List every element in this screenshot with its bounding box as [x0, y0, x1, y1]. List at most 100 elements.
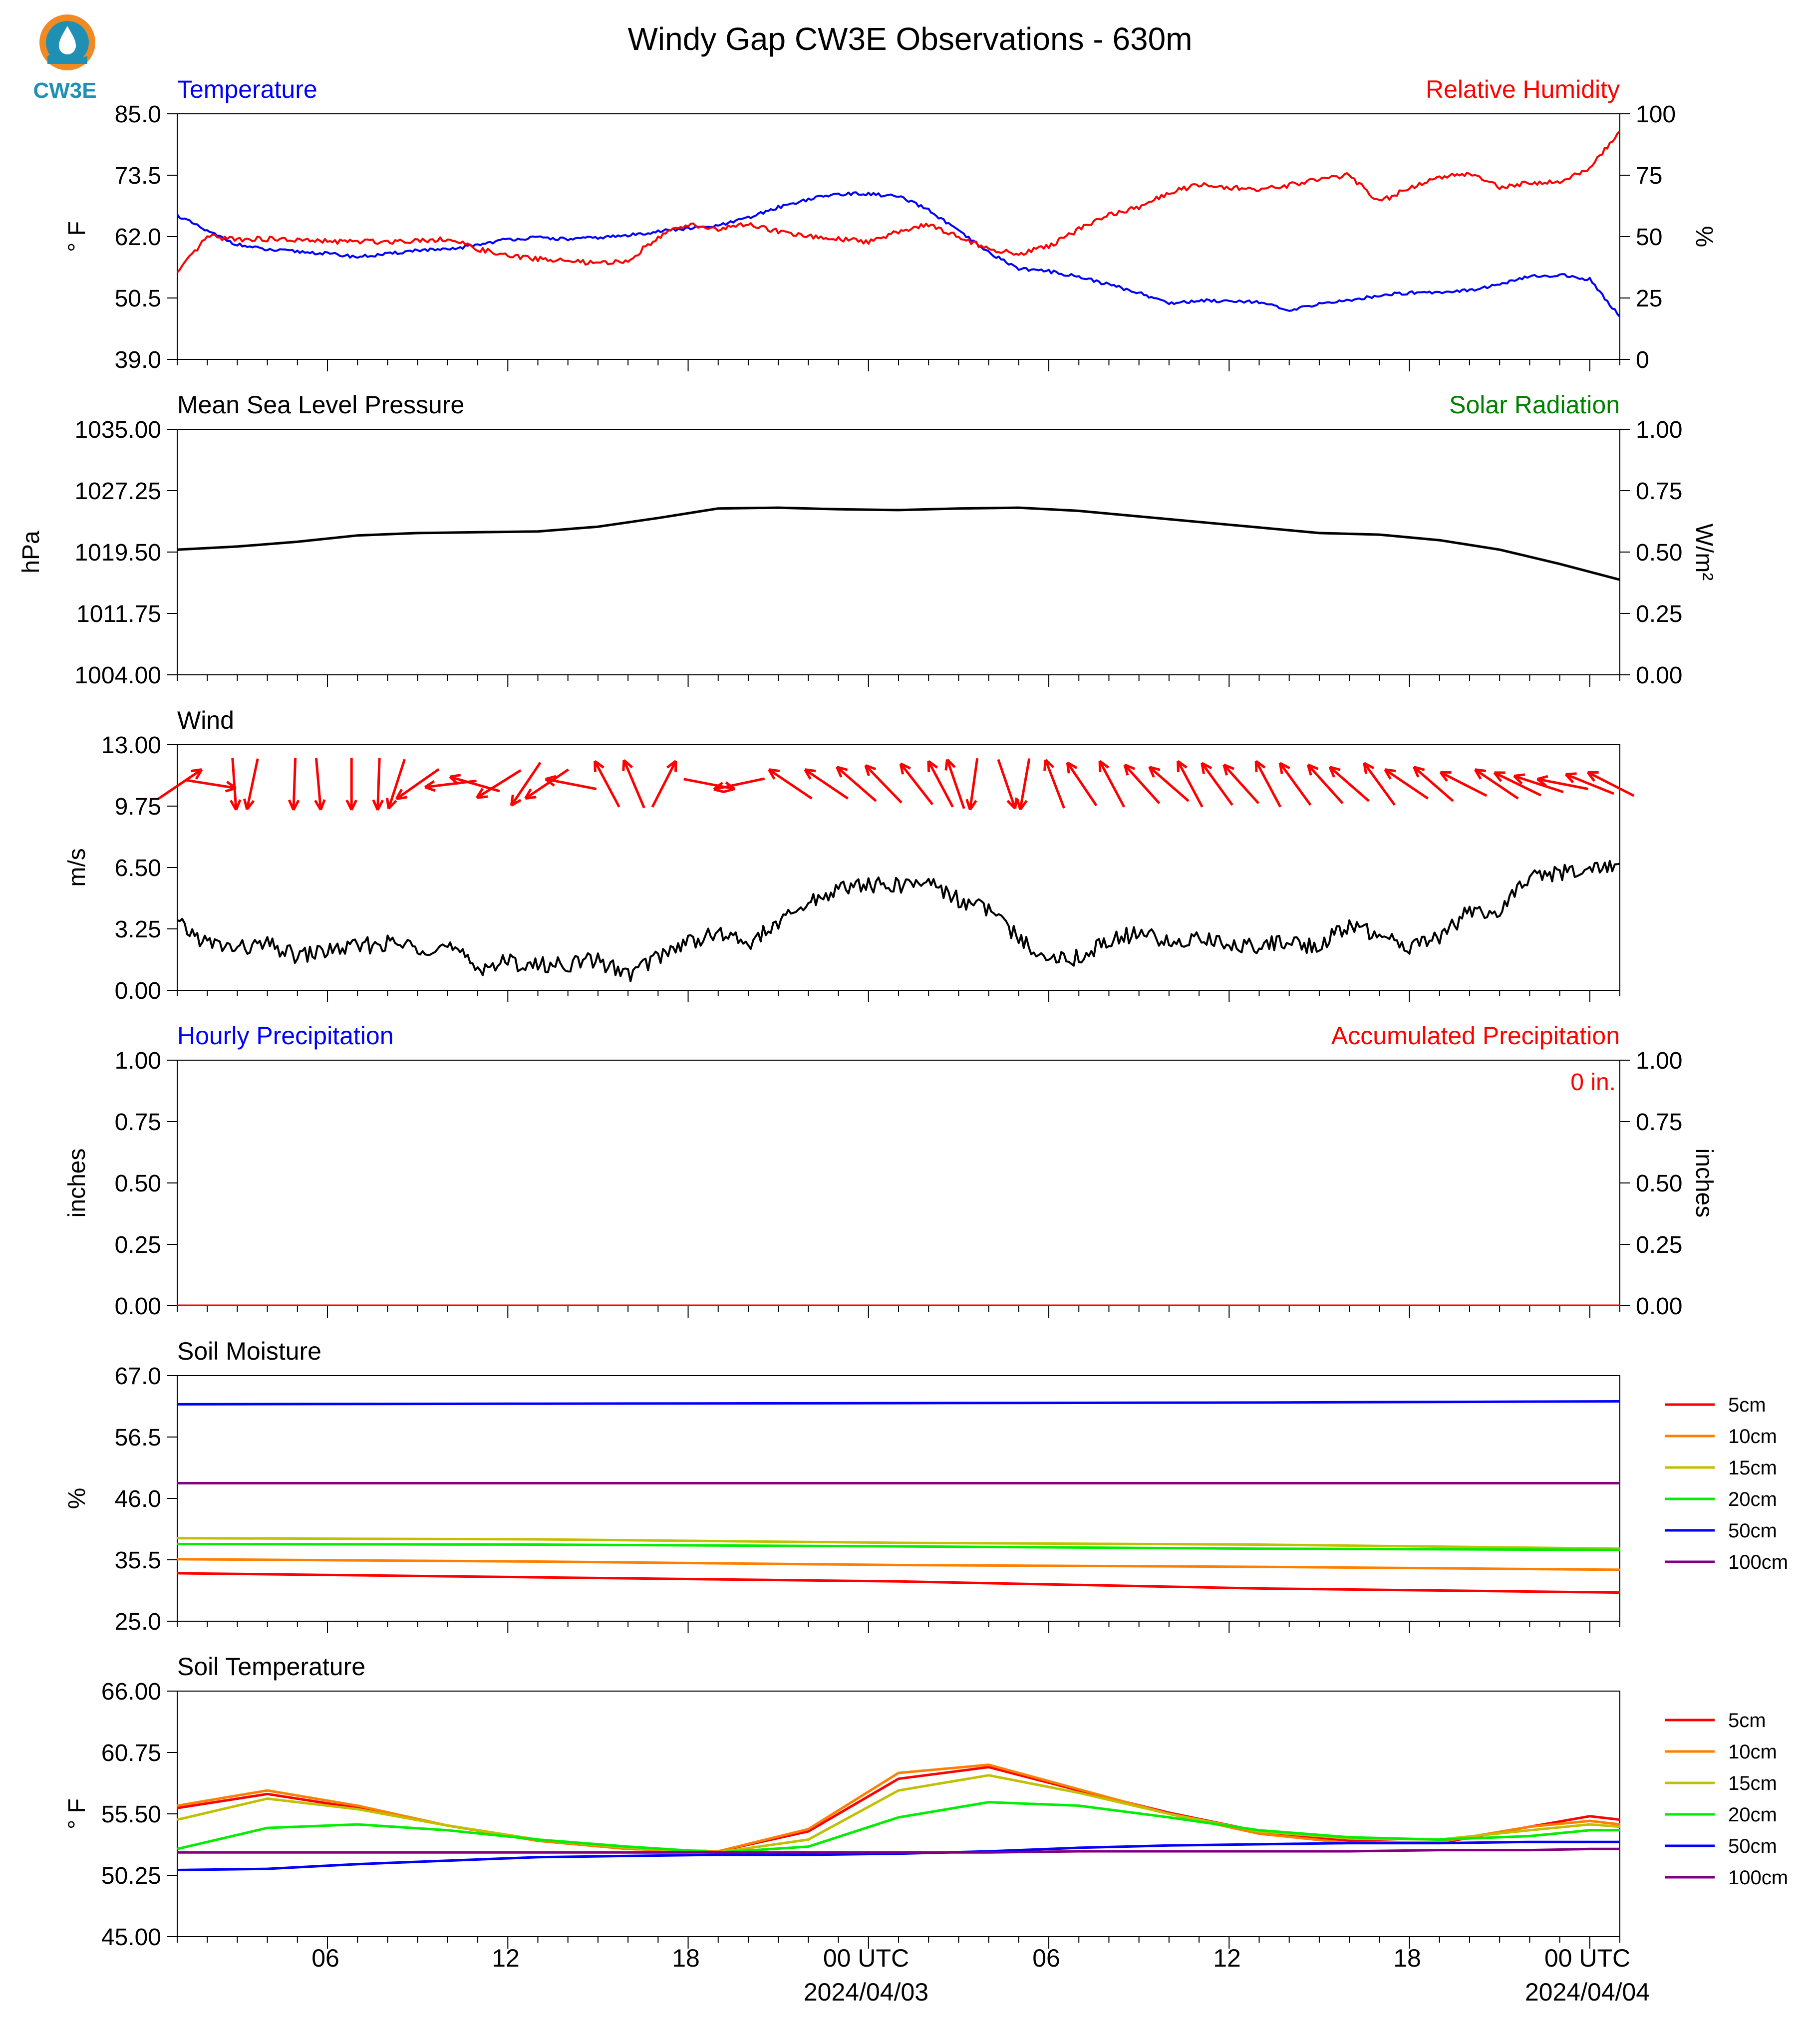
wind-arrow [395, 768, 440, 801]
y-tick-label: 50.5 [115, 286, 161, 312]
wind-arrow [1536, 775, 1589, 791]
y-tick-label: 1027.25 [74, 478, 161, 505]
panel-title-right: Solar Radiation [1449, 391, 1620, 419]
panel-soil_moisture: 67.0 56.5 46.0 35.5 25.0 Soil Moisture% 5cm 10c… [64, 1337, 1788, 1635]
series-line-mean-sea-level-pressure [177, 506, 1620, 581]
wind-arrow-head [190, 768, 203, 780]
wind-arrow [184, 779, 237, 793]
wind-arrow-head [243, 798, 255, 811]
wind-arrow-head [1586, 771, 1599, 782]
time-tick-label: 18 [672, 1944, 700, 1972]
time-tick-label: 18 [1393, 1944, 1421, 1972]
y-right-tick-label: 1.00 [1636, 417, 1682, 443]
y-right-axis-label: W/m² [1691, 524, 1717, 581]
date-label: 2024/04/04 [1525, 1978, 1650, 2006]
series-line-100cm [177, 1847, 1620, 1854]
y-tick-label: 1004.00 [74, 662, 161, 689]
wind-arrow [1384, 768, 1429, 800]
legend: 5cm 10cm 15cm 20cm 50cm 100cm [1665, 1394, 1788, 1573]
wind-arrow-head [836, 766, 848, 778]
panel-frame [177, 113, 1620, 360]
y-tick-label: 25.0 [115, 1609, 161, 1635]
y-right-tick-label: 0.50 [1636, 1170, 1682, 1197]
wind-arrow-head [944, 758, 956, 771]
y-tick-label: 56.5 [115, 1425, 161, 1451]
logo-text: CW3E [33, 78, 96, 103]
series-line-20cm [177, 1801, 1620, 1854]
logo-wave [47, 54, 87, 64]
panel-frame [177, 1060, 1620, 1306]
panels: 85.0 73.5 62.0 50.5 39.0 100 75 50 25 0 Temperatur… [18, 75, 1788, 1951]
wind-arrow-head [1123, 763, 1136, 776]
wind-arrow [997, 759, 1018, 810]
wind-arrow [476, 769, 522, 799]
wind-arrow [836, 766, 877, 802]
legend-label: 20cm [1728, 1488, 1777, 1510]
cw3e-logo: CW3E [33, 14, 97, 103]
wind-arrow-head [1201, 762, 1213, 774]
series-line-5cm [177, 1572, 1620, 1594]
panel-frame [177, 1375, 1620, 1622]
y-axis-label: ° F [64, 221, 90, 252]
wind-arrow-head [372, 799, 384, 811]
y-axis-label: % [64, 1488, 90, 1509]
y-tick-label: 6.50 [115, 855, 161, 881]
panel-temp_rh: 85.0 73.5 62.0 50.5 39.0 100 75 50 25 0 Temperatur… [64, 75, 1717, 373]
panel-title-right: Relative Humidity [1426, 75, 1620, 103]
legend-label: 100cm [1728, 1867, 1788, 1889]
wind-arrow-head [545, 775, 557, 787]
wind-arrow-head [1177, 760, 1188, 772]
wind-arrow-head [314, 799, 326, 811]
wind-arrow-head [229, 799, 242, 811]
legend: 5cm 10cm 15cm 20cm 50cm 100cm [1665, 1710, 1788, 1889]
wind-arrow-head [524, 788, 537, 800]
wind-arrow-head [385, 798, 397, 810]
wind-arrow-head [1016, 799, 1028, 811]
y-tick-label: 0.00 [115, 978, 161, 1004]
wind-arrow [314, 758, 326, 811]
plot-area [177, 1763, 1620, 1871]
wind-arrow [944, 758, 965, 809]
wind-arrow-head [804, 768, 816, 780]
y-axis-label: ° F [64, 1798, 90, 1829]
legend-label: 15cm [1728, 1457, 1777, 1479]
y-axis-label: inches [64, 1149, 90, 1218]
wind-arrow-head [1439, 771, 1452, 782]
time-tick-label: 00 UTC [1544, 1944, 1630, 1972]
y-tick-label: 1011.75 [76, 601, 161, 627]
wind-arrow [1043, 759, 1066, 809]
series-line-15cm [177, 1537, 1620, 1550]
wind-arrow-head [1493, 771, 1506, 782]
series-line-temperature [177, 191, 1620, 317]
wind-arrow [372, 758, 384, 811]
y-tick-label: 0.25 [115, 1232, 161, 1258]
wind-arrow [545, 775, 597, 791]
wind-arrow [1474, 768, 1519, 800]
wind-arrow [899, 762, 934, 806]
panel-title-left: Temperature [177, 75, 317, 103]
y-tick-label: 66.00 [101, 1679, 161, 1705]
series-line-wind-speed [177, 860, 1620, 982]
wind-arrow-head [965, 799, 977, 811]
wind-arrow-head [1278, 762, 1290, 774]
y-tick-label: 60.75 [101, 1740, 161, 1766]
wind-arrow [1306, 763, 1344, 805]
series-line-10cm [177, 1558, 1620, 1571]
y-tick-label: 46.0 [115, 1486, 161, 1512]
wind-arrow-head [1148, 766, 1161, 778]
y-tick-label: 3.25 [115, 916, 161, 943]
wind-arrow [1586, 771, 1635, 797]
wind-arrow [1564, 772, 1614, 795]
panel-title-left: Wind [177, 706, 234, 734]
wind-arrow-head [1474, 768, 1487, 780]
y-tick-label: 67.0 [115, 1363, 161, 1390]
series-line-20cm [177, 1542, 1620, 1551]
y-tick-label: 0.00 [115, 1293, 161, 1320]
panel-precip: 1.00 0.75 0.50 0.25 0.00 1.00 0.75 0.50 0.25 0.00… [64, 1022, 1717, 1320]
wind-arrow-head [395, 789, 408, 801]
panel-title-right: Accumulated Precipitation [1331, 1022, 1620, 1050]
wind-arrow [524, 768, 570, 800]
wind-arrow [1328, 766, 1370, 802]
legend-label: 10cm [1728, 1426, 1777, 1448]
wind-arrow [243, 758, 259, 811]
